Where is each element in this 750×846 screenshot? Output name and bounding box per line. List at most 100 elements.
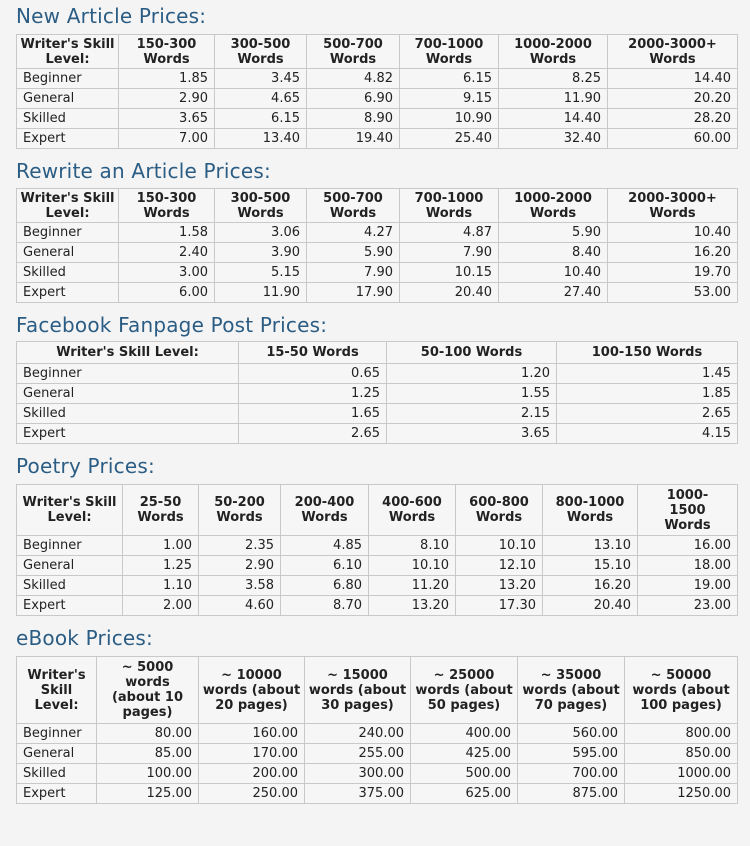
price-cell: 14.40 [607,68,738,89]
price-cell: 16.20 [607,242,738,263]
column-header: 1000-2000 Words [498,188,608,223]
price-cell: 2.65 [238,423,387,444]
column-header: 600-800 Words [455,484,543,536]
price-cell: 1.55 [386,383,557,404]
price-cell: 2.90 [198,555,281,576]
column-header: 50-100 Words [386,341,557,364]
price-cell: 20.20 [607,88,738,109]
price-cell: 32.40 [498,128,608,149]
column-header: ~ 5000 words (about 10 pages) [96,656,199,724]
price-cell: 125.00 [96,783,199,804]
price-cell: 13.10 [542,535,638,556]
column-header: 300-500 Words [214,188,307,223]
price-cell: 8.10 [368,535,456,556]
facebook-post-table: Writer's Skill Level: 15-50 Words 50-100… [16,341,738,444]
price-cell: 14.40 [498,108,608,129]
price-cell: 20.40 [542,595,638,616]
price-cell: 2.65 [556,403,738,424]
price-cell: 3.45 [214,68,307,89]
poetry-section: Poetry Prices: Writer's Skill Level: 25-… [16,454,740,616]
price-cell: 80.00 [96,723,199,744]
price-cell: 19.00 [637,575,738,596]
price-cell: 4.82 [306,68,400,89]
price-cell: 6.15 [214,108,307,129]
ebook-table: Writer's Skill Level: ~ 5000 words (abou… [16,656,738,804]
price-cell: 11.90 [498,88,608,109]
skill-level-cell: General [16,88,119,109]
skill-level-cell: Expert [16,783,97,804]
price-cell: 2.00 [122,595,199,616]
price-cell: 4.65 [214,88,307,109]
price-cell: 13.40 [214,128,307,149]
section-title: Facebook Fanpage Post Prices: [16,313,328,337]
section-title: New Article Prices: [16,4,207,28]
price-cell: 10.10 [455,535,543,556]
skill-level-cell: Skilled [16,262,119,283]
price-cell: 3.90 [214,242,307,263]
column-header: 2000-3000+ Words [607,34,738,69]
skill-level-cell: Beginner [16,222,119,243]
table-row: Beginner 1.00 2.35 4.85 8.10 10.10 13.10… [16,535,738,556]
price-cell: 4.85 [280,535,369,556]
section-title: Rewrite an Article Prices: [16,159,271,183]
price-cell: 4.15 [556,423,738,444]
skill-level-cell: Skilled [16,108,119,129]
price-cell: 20.40 [399,282,499,303]
price-cell: 19.40 [306,128,400,149]
price-cell: 160.00 [198,723,305,744]
price-cell: 8.40 [498,242,608,263]
price-cell: 100.00 [96,763,199,784]
price-cell: 17.90 [306,282,400,303]
skill-level-cell: General [16,743,97,764]
column-header: 200-400 Words [280,484,369,536]
price-cell: 3.00 [118,262,215,283]
price-cell: 17.30 [455,595,543,616]
column-header: Writer's Skill Level: [16,34,119,69]
table-row: Expert 6.00 11.90 17.90 20.40 27.40 53.0… [16,282,738,303]
price-cell: 13.20 [368,595,456,616]
column-header: 700-1000 Words [399,188,499,223]
price-cell: 1000.00 [624,763,738,784]
price-cell: 8.25 [498,68,608,89]
skill-level-cell: General [16,242,119,263]
table-row: Expert 125.00 250.00 375.00 625.00 875.0… [16,783,738,804]
table-row: Beginner 1.58 3.06 4.27 4.87 5.90 10.40 [16,222,738,243]
column-header: 50-200 Words [198,484,281,536]
column-header: 500-700 Words [306,188,400,223]
price-cell: 3.06 [214,222,307,243]
table-row: Skilled 3.00 5.15 7.90 10.15 10.40 19.70 [16,262,738,283]
price-cell: 425.00 [410,743,518,764]
price-cell: 1.45 [556,363,738,384]
skill-level-cell: Expert [16,128,119,149]
price-cell: 1.85 [556,383,738,404]
price-cell: 1250.00 [624,783,738,804]
price-cell: 560.00 [517,723,625,744]
column-header: 700-1000 Words [399,34,499,69]
table-row: Expert 7.00 13.40 19.40 25.40 32.40 60.0… [16,128,738,149]
column-header: 100-150 Words [556,341,738,364]
skill-level-cell: General [16,555,123,576]
price-cell: 3.65 [118,108,215,129]
price-cell: 5.90 [306,242,400,263]
column-header: ~ 35000 words (about 70 pages) [517,656,625,724]
price-cell: 255.00 [304,743,411,764]
price-cell: 12.10 [455,555,543,576]
price-cell: 3.65 [386,423,557,444]
table-row: Skilled 100.00 200.00 300.00 500.00 700.… [16,763,738,784]
skill-level-cell: Skilled [16,575,123,596]
price-cell: 7.90 [399,242,499,263]
table-row: General 1.25 1.55 1.85 [16,383,738,404]
price-cell: 10.90 [399,108,499,129]
skill-level-cell: Expert [16,595,123,616]
price-cell: 850.00 [624,743,738,764]
price-cell: 0.65 [238,363,387,384]
price-cell: 7.90 [306,262,400,283]
price-cell: 10.10 [368,555,456,576]
price-cell: 1.20 [386,363,557,384]
price-cell: 53.00 [607,282,738,303]
table-row: Expert 2.00 4.60 8.70 13.20 17.30 20.40 … [16,595,738,616]
price-cell: 1.65 [238,403,387,424]
price-cell: 5.90 [498,222,608,243]
price-cell: 25.40 [399,128,499,149]
price-page: New Article Prices: Writer's Skill Level… [0,4,750,804]
